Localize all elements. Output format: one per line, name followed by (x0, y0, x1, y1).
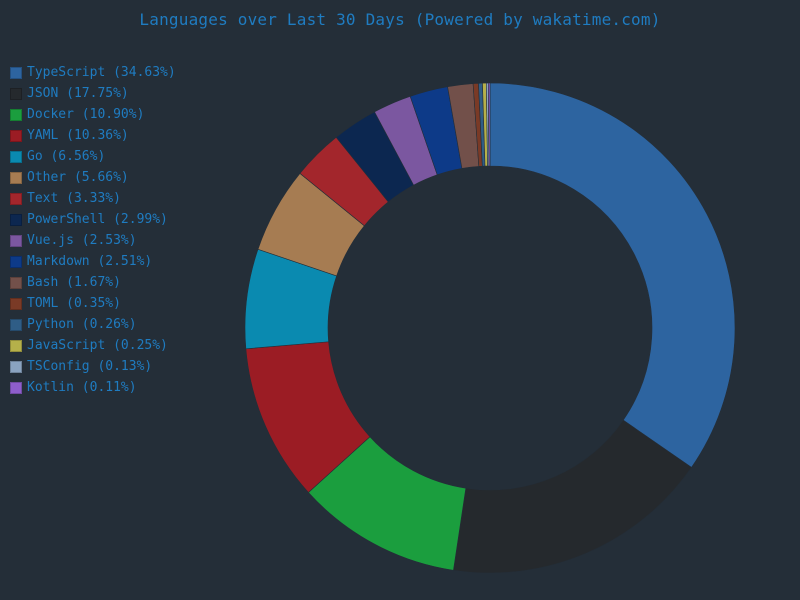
legend-swatch (10, 150, 22, 163)
legend-label: Text (3.33%) (27, 191, 121, 206)
legend-label: TypeScript (34.63%) (27, 65, 176, 80)
legend-label: PowerShell (2.99%) (27, 212, 168, 227)
legend-label: YAML (10.36%) (27, 128, 129, 143)
legend-item-bash[interactable]: Bash (1.67%) (10, 272, 176, 293)
legend-swatch (10, 318, 22, 331)
legend-swatch (10, 255, 22, 268)
legend-swatch (10, 360, 22, 373)
legend-item-powershell[interactable]: PowerShell (2.99%) (10, 209, 176, 230)
legend-item-typescript[interactable]: TypeScript (34.63%) (10, 62, 176, 83)
legend-label: TSConfig (0.13%) (27, 359, 153, 374)
legend-label: JSON (17.75%) (27, 86, 129, 101)
legend-item-markdown[interactable]: Markdown (2.51%) (10, 251, 176, 272)
legend-item-go[interactable]: Go (6.56%) (10, 146, 176, 167)
legend-item-kotlin[interactable]: Kotlin (0.11%) (10, 377, 176, 398)
legend-swatch (10, 339, 22, 352)
legend-label: Docker (10.90%) (27, 107, 145, 122)
legend-swatch (10, 66, 22, 79)
legend-label: Markdown (2.51%) (27, 254, 153, 269)
legend-swatch (10, 192, 22, 205)
legend-item-toml[interactable]: TOML (0.35%) (10, 293, 176, 314)
legend-label: Other (5.66%) (27, 170, 129, 185)
legend-item-tsconfig[interactable]: TSConfig (0.13%) (10, 356, 176, 377)
legend-item-vue-js[interactable]: Vue.js (2.53%) (10, 230, 176, 251)
legend-swatch (10, 87, 22, 100)
legend-item-yaml[interactable]: YAML (10.36%) (10, 125, 176, 146)
legend-label: Python (0.26%) (27, 317, 137, 332)
legend-swatch (10, 213, 22, 226)
slice-kotlin[interactable] (488, 82, 491, 167)
chart-title: Languages over Last 30 Days (Powered by … (139, 10, 661, 29)
legend-item-javascript[interactable]: JavaScript (0.25%) (10, 335, 176, 356)
legend-label: Kotlin (0.11%) (27, 380, 137, 395)
legend-label: Bash (1.67%) (27, 275, 121, 290)
legend-swatch (10, 129, 22, 142)
legend-item-python[interactable]: Python (0.26%) (10, 314, 176, 335)
slice-json[interactable] (453, 419, 692, 574)
legend-swatch (10, 381, 22, 394)
legend-label: JavaScript (0.25%) (27, 338, 168, 353)
legend-item-json[interactable]: JSON (17.75%) (10, 83, 176, 104)
legend-swatch (10, 234, 22, 247)
legend-label: TOML (0.35%) (27, 296, 121, 311)
legend-label: Vue.js (2.53%) (27, 233, 137, 248)
legend-item-other[interactable]: Other (5.66%) (10, 167, 176, 188)
legend-swatch (10, 108, 22, 121)
legend-item-docker[interactable]: Docker (10.90%) (10, 104, 176, 125)
legend-label: Go (6.56%) (27, 149, 106, 164)
legend-swatch (10, 276, 22, 289)
chart-legend: TypeScript (34.63%) JSON (17.75%) Docker (… (10, 62, 176, 398)
slice-typescript[interactable] (489, 82, 736, 468)
legend-item-text[interactable]: Text (3.33%) (10, 188, 176, 209)
legend-swatch (10, 297, 22, 310)
legend-swatch (10, 171, 22, 184)
